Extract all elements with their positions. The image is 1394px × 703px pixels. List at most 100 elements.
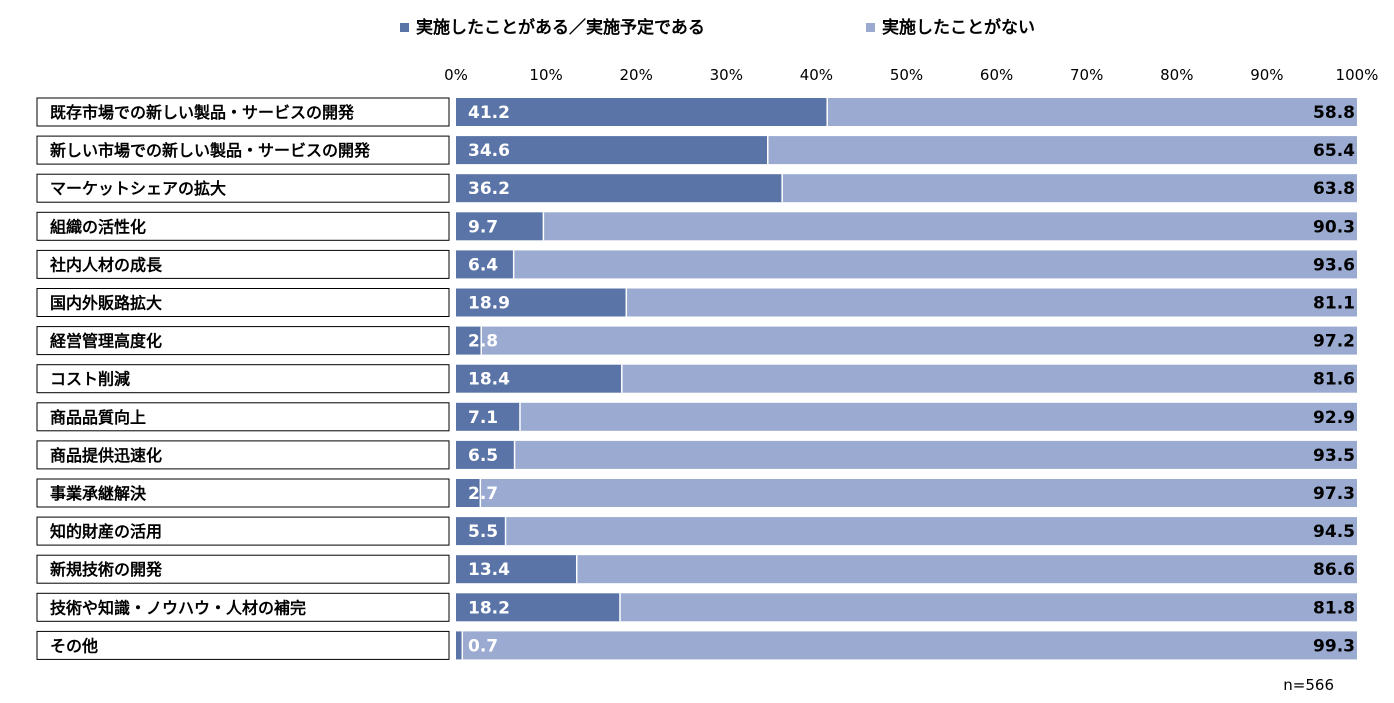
category-label: 商品品質向上	[50, 408, 146, 427]
value-label-not-implemented: 90.3	[1313, 217, 1355, 237]
value-label-implemented: 13.4	[468, 560, 510, 580]
chart-row: 既存市場での新しい製品・サービスの開発 41.2 58.8	[36, 97, 1357, 127]
category-label-box	[36, 135, 450, 165]
value-label-implemented: 6.5	[468, 446, 498, 466]
category-label-box	[36, 478, 450, 508]
value-label-implemented: 5.5	[468, 522, 498, 542]
bar-segment-implemented	[456, 593, 620, 622]
bar-segment-implemented	[456, 212, 544, 241]
category-label: 経営管理高度化	[50, 332, 162, 351]
category-label-box	[36, 554, 450, 584]
x-tick-label: 80%	[1160, 66, 1193, 84]
value-label-not-implemented: 97.3	[1313, 484, 1355, 504]
value-label-not-implemented: 81.6	[1313, 370, 1355, 390]
value-label-implemented: 34.6	[468, 141, 510, 161]
legend-swatch-2	[866, 23, 875, 32]
value-label-implemented: 9.7	[468, 217, 498, 237]
value-label-not-implemented: 63.8	[1313, 179, 1355, 199]
x-tick-label: 100%	[1336, 66, 1379, 84]
bar-segment-not-implemented	[462, 631, 1357, 660]
category-label-box	[36, 326, 450, 356]
x-tick-label: 50%	[890, 66, 923, 84]
legend-label-1: 実施したことがある／実施予定である	[416, 17, 705, 38]
bar-segment-implemented	[456, 364, 622, 393]
chart-row: 知的財産の活用 5.5 94.5	[36, 516, 1357, 546]
bar-segment-implemented	[456, 555, 577, 584]
category-label: 組織の活性化	[50, 217, 146, 236]
value-label-not-implemented: 94.5	[1313, 522, 1355, 542]
bar-segment-not-implemented	[481, 326, 1357, 355]
bar-segment-not-implemented	[621, 364, 1357, 393]
value-label-implemented: 2.7	[468, 484, 498, 504]
value-label-implemented: 18.9	[468, 294, 510, 314]
value-label-not-implemented: 93.5	[1313, 446, 1355, 466]
value-label-implemented: 41.2	[468, 103, 510, 123]
x-tick-label: 60%	[980, 66, 1013, 84]
category-label-box	[36, 249, 450, 279]
chart-row: 新しい市場での新しい製品・サービスの開発 34.6 65.4	[36, 135, 1357, 165]
bar-segment-not-implemented	[626, 288, 1357, 317]
category-label-box	[36, 173, 450, 203]
x-tick-label: 40%	[800, 66, 833, 84]
x-tick-label: 0%	[444, 66, 468, 84]
value-label-not-implemented: 99.3	[1313, 636, 1355, 656]
value-label-not-implemented: 97.2	[1313, 332, 1355, 352]
bar-segment-implemented	[456, 250, 514, 279]
category-label: コスト削減	[50, 370, 130, 389]
category-label-box	[36, 288, 450, 317]
sample-size-note: n=566	[1283, 676, 1334, 694]
chart-row: 国内外販路拡大 18.9 81.1	[36, 288, 1357, 317]
value-label-not-implemented: 81.8	[1313, 598, 1355, 618]
category-label: 事業承継解決	[50, 484, 147, 503]
category-label: 社内人材の成長	[49, 255, 163, 274]
category-label: 商品提供迅速化	[50, 446, 162, 465]
value-label-not-implemented: 93.6	[1313, 255, 1355, 275]
value-label-implemented: 6.4	[468, 255, 498, 275]
category-label-box	[36, 402, 450, 432]
chart-row: 新規技術の開発 13.4 86.6	[36, 554, 1357, 584]
value-label-not-implemented: 58.8	[1313, 103, 1355, 123]
bar-segment-implemented	[456, 631, 463, 660]
category-label-box	[36, 592, 450, 622]
category-label: 新しい市場での新しい製品・サービスの開発	[50, 141, 371, 160]
x-tick-label: 20%	[620, 66, 653, 84]
category-label-box	[36, 630, 450, 660]
bar-segment-implemented	[456, 326, 482, 355]
category-label: マーケットシェアの拡大	[50, 179, 226, 198]
bar-segment-implemented	[456, 174, 783, 203]
chart-row: 組織の活性化 9.7 90.3	[36, 211, 1357, 241]
chart-row: 経営管理高度化 2.8 97.2	[36, 326, 1357, 356]
category-label: その他	[50, 636, 98, 655]
value-label-implemented: 7.1	[468, 408, 498, 428]
bar-segment-not-implemented	[505, 517, 1357, 546]
value-label-implemented: 0.7	[468, 636, 498, 656]
value-label-not-implemented: 81.1	[1313, 294, 1355, 314]
category-label-box	[36, 516, 450, 546]
chart-row: 社内人材の成長 6.4 93.6	[36, 249, 1357, 279]
bar-segment-not-implemented	[513, 250, 1357, 279]
chart-row: 技術や知識・ノウハウ・人材の補完 18.2 81.8	[36, 592, 1357, 622]
chart-row: 商品提供迅速化 6.5 93.5	[36, 440, 1357, 470]
legend-label-2: 実施したことがない	[882, 17, 1035, 38]
category-label-box	[36, 440, 450, 470]
bar-segment-implemented	[456, 288, 627, 317]
bar-segment-not-implemented	[543, 212, 1357, 241]
bar-segment-not-implemented	[480, 479, 1357, 507]
chart-row: マーケットシェアの拡大 36.2 63.8	[36, 173, 1357, 203]
bar-segment-not-implemented	[576, 555, 1357, 584]
category-label: 既存市場での新しい製品・サービスの開発	[50, 103, 355, 122]
value-label-implemented: 18.4	[468, 370, 510, 390]
chart-row: 商品品質向上 7.1 92.9	[36, 402, 1357, 432]
category-label: 技術や知識・ノウハウ・人材の補完	[50, 598, 306, 617]
x-tick-label: 70%	[1070, 66, 1103, 84]
chart-row: 事業承継解決 2.7 97.3	[36, 478, 1357, 508]
chart-row: その他 0.7 99.3	[36, 630, 1357, 660]
bar-segment-implemented	[456, 517, 506, 546]
bar-segment-not-implemented	[827, 98, 1357, 126]
chart-rows: 既存市場での新しい製品・サービスの開発 41.2 58.8 新しい市場での新しい製品・…	[36, 97, 1357, 660]
legend: 実施したことがある／実施予定である 実施したことがない	[400, 17, 1035, 38]
category-label-box	[36, 364, 450, 394]
chart-row: コスト削減 18.4 81.6	[36, 364, 1357, 394]
x-axis: 0% 10% 20% 30% 40% 50% 60% 70% 80% 90% 100%	[444, 66, 1378, 84]
